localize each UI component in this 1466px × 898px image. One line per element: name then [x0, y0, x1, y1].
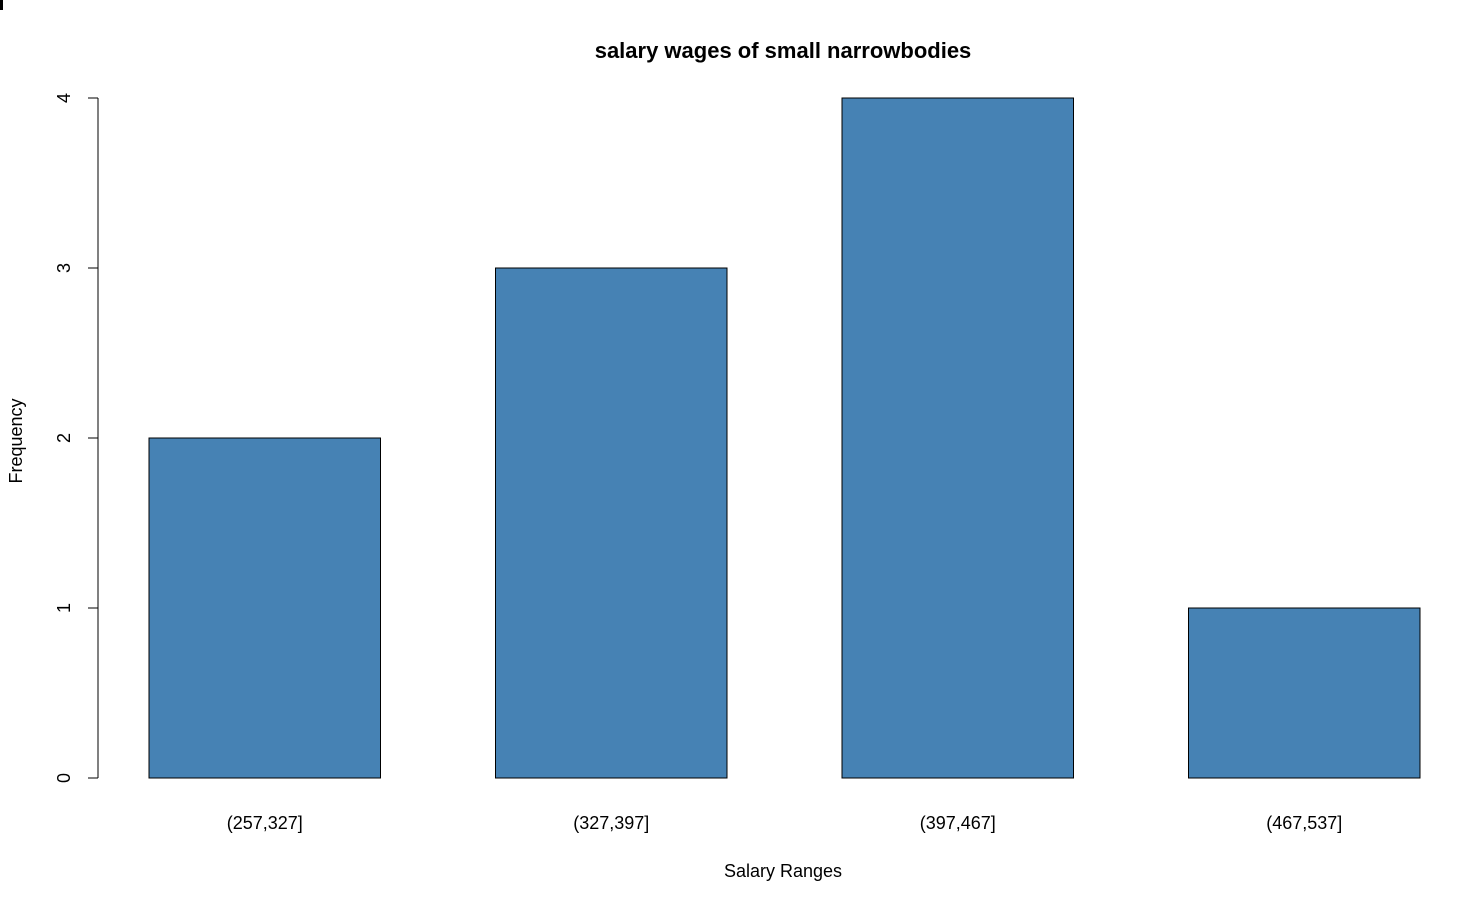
bar	[495, 267, 728, 779]
bars	[148, 97, 1421, 779]
y-tick-label: 1	[54, 603, 74, 613]
bar	[148, 437, 381, 779]
x-tick-label: (257,327]	[227, 813, 303, 833]
x-tick-label: (397,467]	[920, 813, 996, 833]
x-tick-label: (467,537]	[1266, 813, 1342, 833]
y-axis-label: Frequency	[6, 398, 26, 483]
chart-title: salary wages of small narrowbodies	[595, 38, 972, 63]
x-tick-label: (327,397]	[573, 813, 649, 833]
y-tick-label: 4	[54, 93, 74, 103]
y-tick-label: 0	[54, 773, 74, 783]
bar	[841, 97, 1074, 779]
x-axis-label: Salary Ranges	[724, 861, 842, 881]
y-axis: 0 1 2 3 4	[54, 93, 99, 783]
bar	[1188, 607, 1421, 779]
y-tick-label: 3	[54, 263, 74, 273]
y-tick-label: 2	[54, 433, 74, 443]
x-tick-labels: (257,327] (327,397] (397,467] (467,537]	[227, 813, 1343, 833]
corner-mark	[0, 0, 3, 10]
